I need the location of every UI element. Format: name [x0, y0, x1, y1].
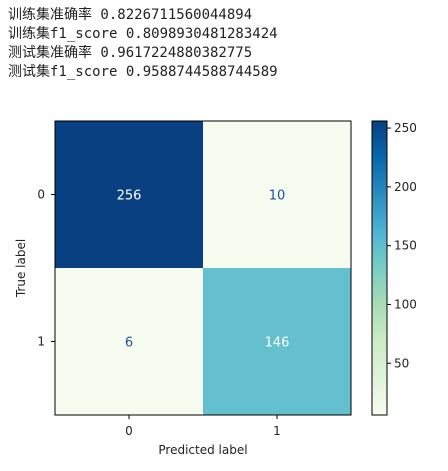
matrix-cell-1-0: [55, 268, 203, 415]
matrix-cell-0-0: [55, 121, 203, 268]
matrix-cell-0-1: [203, 121, 351, 268]
train-accuracy-line: 训练集准确率 0.8226711560044894: [8, 7, 253, 23]
colorbar-tick-label: 200: [394, 180, 417, 194]
colorbar-tick-label: 150: [394, 239, 417, 253]
y-tick-label: 0: [37, 188, 45, 202]
colorbar: [371, 120, 388, 416]
y-tick-label: 1: [37, 335, 45, 349]
colorbar-tick-label: 250: [394, 121, 417, 135]
test-f1-line: 测试集f1_score 0.9588744588744589: [8, 64, 278, 80]
x-tick-label: 0: [125, 424, 133, 438]
y-axis-title: True label: [14, 239, 28, 298]
cell-value-label: 256: [117, 189, 142, 204]
plot-frame: [54, 120, 352, 416]
x-tick-label: 1: [273, 424, 281, 438]
matrix-cell-1-1: [203, 268, 351, 415]
train-f1-line: 训练集f1_score 0.8098930481283424: [8, 26, 278, 42]
printed-metrics: 训练集准确率 0.8226711560044894 训练集f1_score 0.…: [8, 6, 278, 82]
cell-value-label: 10: [269, 189, 286, 204]
colorbar-tick-label: 100: [394, 297, 417, 311]
colorbar-tick-label: 50: [394, 356, 409, 370]
x-axis-title: Predicted label: [158, 443, 247, 457]
cell-value-label: 146: [265, 336, 290, 351]
cell-value-label: 6: [125, 336, 133, 351]
test-accuracy-line: 测试集准确率 0.9617224880382775: [8, 45, 253, 61]
